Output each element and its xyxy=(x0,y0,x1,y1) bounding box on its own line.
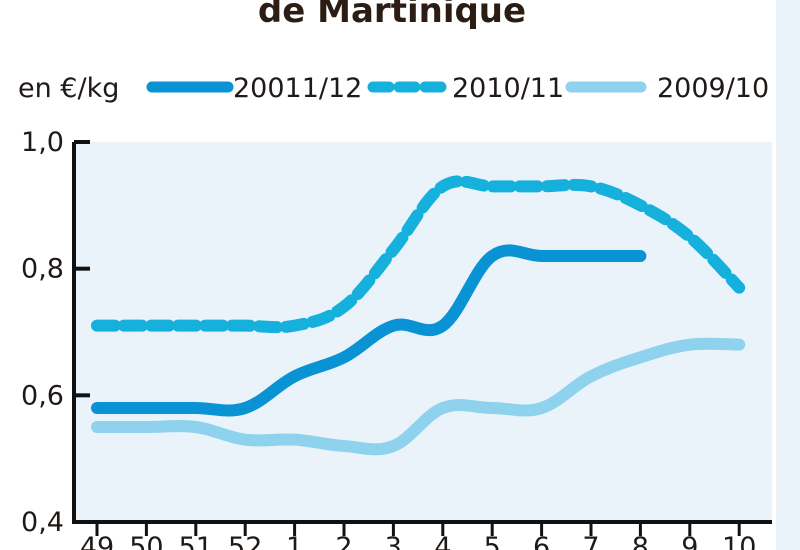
x-tick-label: 52 xyxy=(228,532,262,550)
series-line-1 xyxy=(91,244,647,417)
y-tick-label: 0,4 xyxy=(21,507,64,538)
x-tick-label: 6 xyxy=(533,532,550,550)
series-line-3 xyxy=(91,337,746,456)
x-tick-label: 7 xyxy=(582,532,599,550)
x-tick-label: 4 xyxy=(434,532,451,550)
legend-label-2: 2010/11 xyxy=(452,73,564,104)
page-right-strip xyxy=(776,0,800,550)
x-tick-label: 49 xyxy=(80,532,114,550)
x-tick-label: 1 xyxy=(286,532,303,550)
x-tick-label: 3 xyxy=(385,532,402,550)
x-tick-label: 8 xyxy=(632,532,649,550)
legend-label-1: 20011/12 xyxy=(233,73,362,104)
series-layer xyxy=(91,175,746,456)
legend-label-3: 2009/10 xyxy=(657,73,769,104)
x-tick-label: 50 xyxy=(129,532,163,550)
x-tick-label: 51 xyxy=(179,532,213,550)
price-line-chart: de Martinique en €/kg 20011/12 2010/11 200… xyxy=(18,0,772,550)
axes: 1,0 0,8 0,6 0,4 49 50 51 52 1 2 3 4 5 6 7 8 9 10 xyxy=(21,127,772,550)
x-tick-label: 5 xyxy=(484,532,501,550)
y-tick-label: 0,8 xyxy=(21,254,64,285)
chart-title: de Martinique xyxy=(258,0,526,31)
y-tick-label: 1,0 xyxy=(21,127,64,158)
x-tick-label: 2 xyxy=(335,532,352,550)
x-tick-label: 10 xyxy=(722,532,756,550)
legend: 20011/12 2010/11 2009/10 xyxy=(146,73,769,104)
y-tick-label: 0,6 xyxy=(21,380,64,411)
x-tick-label: 9 xyxy=(681,532,698,550)
series-line-2 xyxy=(91,175,746,334)
unit-label: en €/kg xyxy=(18,73,119,104)
